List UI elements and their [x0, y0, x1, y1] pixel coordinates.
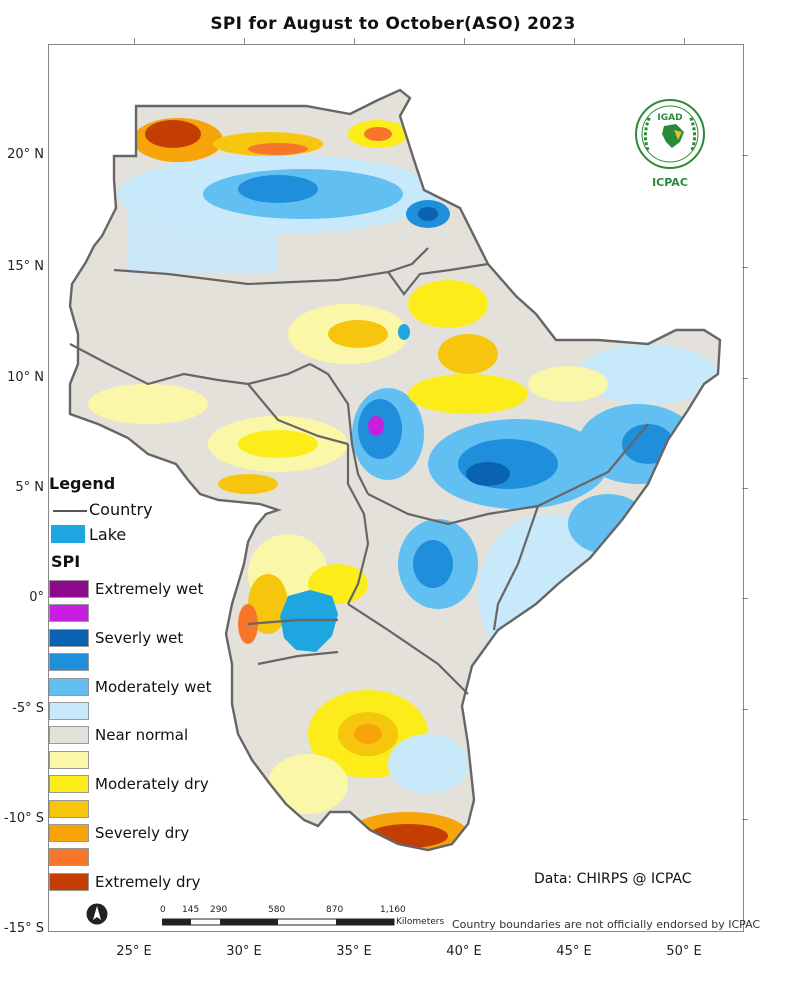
lon-label-50e: 50° E: [666, 944, 702, 959]
lat-label-10n: 10° N: [7, 370, 44, 385]
legend-title: Legend: [49, 474, 116, 493]
spi-legend-item: Moderately wet: [49, 676, 249, 698]
spi-swatch: [49, 628, 89, 647]
spi-legend-item: [49, 749, 249, 771]
spi-swatch: [49, 750, 89, 769]
spi-legend-item: [49, 846, 249, 868]
lon-label-30e: 30° E: [226, 944, 262, 959]
spi-label: Moderately wet: [95, 677, 212, 696]
lat-label-5s: -5° S: [12, 701, 44, 716]
spi-label: Extremely wet: [95, 580, 204, 598]
legend-country-label: Country: [89, 500, 153, 519]
spi-swatch: [49, 848, 89, 867]
spi-legend-item: Severely dry: [49, 822, 249, 844]
lat-label-10s: -10° S: [3, 811, 44, 826]
spi-legend-item: Extremely wet: [49, 578, 249, 600]
country-line-symbol: [53, 510, 87, 512]
spi-swatch: [49, 604, 89, 623]
spi-label: Severely dry: [95, 824, 190, 842]
spi-legend-title: SPI: [51, 552, 81, 571]
scale-tick-290: 290: [210, 905, 228, 915]
spi-swatch: [49, 872, 89, 891]
spi-legend-item: Moderately dry: [49, 773, 249, 795]
spi-legend-item: Near normal: [49, 724, 249, 746]
lat-label-20n: 20° N: [7, 147, 44, 162]
lon-label-40e: 40° E: [446, 944, 482, 959]
spi-swatch: [49, 653, 89, 672]
spi-swatch: [49, 580, 89, 598]
spi-legend-item: [49, 700, 249, 722]
spi-label: Severly wet: [95, 628, 184, 647]
north-arrow-icon: [86, 903, 108, 925]
lake-swatch: [51, 525, 85, 543]
lake-tana: [398, 324, 410, 340]
spi-swatch: [49, 702, 89, 720]
scale-tick-580: 580: [268, 905, 286, 915]
spi-swatch: [49, 677, 89, 696]
lon-label-35e: 35° E: [336, 944, 372, 959]
spi-swatch: [49, 775, 89, 794]
spi-legend-item: [49, 798, 249, 820]
spi-legend-item: Extremely dry: [49, 871, 249, 893]
lat-label-5n: 5° N: [15, 480, 44, 495]
scale-tick-870: 870: [326, 905, 344, 915]
igad-icpac-logo: IGAD ICPAC: [635, 99, 705, 189]
spi-legend-item: [49, 651, 249, 673]
spi-label: Near normal: [95, 726, 189, 745]
data-credit: Data: CHIRPS @ ICPAC: [534, 871, 692, 887]
lat-label-0: 0°: [29, 590, 44, 605]
spi-swatch: [49, 799, 89, 818]
spi-swatch: [49, 824, 89, 842]
spi-legend-item: Severly wet: [49, 627, 249, 649]
scale-tick-0: 0: [160, 905, 166, 915]
lon-label-25e: 25° E: [116, 944, 152, 959]
scale-bar: 0 145 290 580 870 1,160 Kilometers: [160, 905, 460, 935]
lon-label-45e: 45° E: [556, 944, 592, 959]
logo-top-text: IGAD: [657, 113, 682, 123]
boundary-disclaimer: Country boundaries are not officially en…: [452, 918, 761, 931]
scale-tick-1160: 1,160: [380, 905, 406, 915]
spi-label: Moderately dry: [95, 775, 209, 794]
scale-units: Kilometers: [396, 917, 445, 927]
spi-legend-item: [49, 602, 249, 624]
lat-label-15s: -15° S: [3, 921, 44, 936]
scale-tick-145: 145: [182, 905, 200, 915]
spi-swatch: [49, 726, 89, 745]
spi-label: Extremely dry: [95, 872, 201, 891]
legend-lake-label: Lake: [89, 525, 127, 544]
lat-label-15n: 15° N: [7, 259, 44, 274]
map-title: SPI for August to October(ASO) 2023: [210, 14, 576, 34]
spi-map: [68, 88, 722, 852]
logo-bottom-text: ICPAC: [652, 176, 688, 189]
scale-segments: [162, 918, 395, 926]
